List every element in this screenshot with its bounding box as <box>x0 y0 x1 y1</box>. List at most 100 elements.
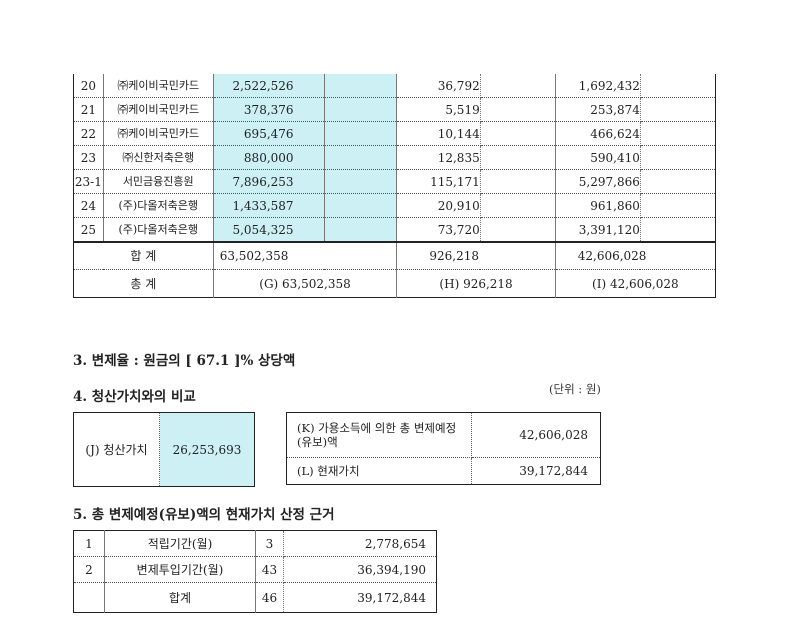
total-amount: 5,297,866 <box>555 169 641 194</box>
empty-cell <box>640 169 716 194</box>
empty-cell <box>480 193 556 218</box>
total-amount: 253,874 <box>555 97 641 122</box>
sum-total: 42,606,028 <box>555 241 716 270</box>
basis-amount: 36,394,190 <box>283 556 437 583</box>
row-number: 24 <box>73 193 104 218</box>
liquidation-value-table: (J) 청산가치 26,253,693 <box>73 412 255 487</box>
empty-cell <box>640 193 716 218</box>
total-h: (H) 926,218 <box>396 269 556 298</box>
unit-label: (단위 : 원) <box>549 382 601 396</box>
total-label: 총 계 <box>73 269 214 298</box>
principal-amount: 1,433,587 <box>213 193 325 218</box>
empty-cell <box>324 145 398 170</box>
creditor-name: (주)다올저축은행 <box>103 193 214 218</box>
creditor-name: ㈜신한저축은행 <box>103 145 214 170</box>
creditor-name: ㈜케이비국민카드 <box>103 97 214 122</box>
k-value: 42,606,028 <box>471 412 601 458</box>
total-amount: 466,624 <box>555 121 641 146</box>
table-row: 1 적립기간(월) 3 2,778,654 <box>73 530 437 557</box>
monthly-amount: 73,720 <box>396 217 481 243</box>
principal-amount: 880,000 <box>213 145 325 170</box>
basis-item: 합계 <box>104 582 256 613</box>
empty-cell <box>640 74 716 98</box>
empty-cell <box>640 217 716 243</box>
empty-cell <box>324 74 398 98</box>
total-amount: 3,391,120 <box>555 217 641 243</box>
row-number: 25 <box>73 217 104 243</box>
empty-cell <box>480 97 556 122</box>
basis-number: 2 <box>73 556 105 583</box>
k-label: (K) 가용소득에 의한 총 변제예정(유보)액 <box>286 412 472 458</box>
empty-cell <box>480 145 556 170</box>
basis-amount: 39,172,844 <box>357 590 426 605</box>
empty-cell <box>480 169 556 194</box>
present-value-basis-table: 1 적립기간(월) 3 2,778,654 2 변제투입기간(월) 43 36,394,190… <box>73 530 437 613</box>
total-amount: 590,410 <box>555 145 641 170</box>
sum-principal: 63,502,358 <box>213 241 398 270</box>
monthly-amount: 115,171 <box>396 169 481 194</box>
basis-amount: 2,778,654 <box>283 530 437 557</box>
empty-cell <box>324 121 398 146</box>
empty-cell <box>640 97 716 122</box>
sum-monthly: 926,218 <box>396 241 556 270</box>
basis-number: 1 <box>73 530 105 557</box>
table-row: 25 (주)다올저축은행 5,054,325 73,720 3,391,120 <box>73 217 716 243</box>
empty-cell <box>640 121 716 146</box>
empty-cell <box>480 121 556 146</box>
monthly-amount: 12,835 <box>396 145 481 170</box>
total-g: (G) 63,502,358 <box>213 269 398 298</box>
repayment-table: 20 ㈜케이비국민카드 2,522,526 36,792 1,692,432 21 ㈜케이비… <box>73 74 716 298</box>
empty-cell <box>480 74 556 98</box>
sum-row: 합 계 63,502,358 926,218 42,606,028 <box>73 241 716 270</box>
grand-total-row: 총 계 (G) 63,502,358 (H) 926,218 (I) 42,606,0… <box>73 269 716 298</box>
row-number: 23-1 <box>73 169 104 194</box>
basis-item: 적립기간(월) <box>104 530 256 557</box>
basis-item: 변제투입기간(월) <box>104 556 256 583</box>
creditor-name: ㈜케이비국민카드 <box>103 74 214 98</box>
empty-cell <box>480 217 556 243</box>
principal-amount: 7,896,253 <box>213 169 325 194</box>
empty-cell <box>324 217 398 243</box>
l-value: 39,172,844 <box>519 464 588 478</box>
comparison-table: (K) 가용소득에 의한 총 변제예정(유보)액 42,606,028 (L) … <box>286 412 601 485</box>
creditor-name: (주)다올저축은행 <box>103 217 214 243</box>
empty-cell <box>324 169 398 194</box>
liquidation-value: 26,253,693 <box>159 412 255 487</box>
principal-amount: 5,054,325 <box>213 217 325 243</box>
table-row: 21 ㈜케이비국민카드 378,376 5,519 253,874 <box>73 97 716 122</box>
section-3-title: 3. 변제율 : 원금의 [ 67.1 ]% 상당액 <box>73 353 296 369</box>
table-row: 20 ㈜케이비국민카드 2,522,526 36,792 1,692,432 <box>73 74 716 98</box>
empty-cell <box>640 145 716 170</box>
basis-months: 46 <box>255 582 284 613</box>
basis-months: 3 <box>255 530 284 557</box>
row-number: 20 <box>73 74 104 98</box>
monthly-amount: 5,519 <box>396 97 481 122</box>
monthly-amount: 20,910 <box>396 193 481 218</box>
row-number: 23 <box>73 145 104 170</box>
principal-amount: 2,522,526 <box>213 74 325 98</box>
row-number: 21 <box>73 97 104 122</box>
total-amount: 961,860 <box>555 193 641 218</box>
total-amount: 1,692,432 <box>555 74 641 98</box>
section-4-title: 4. 청산가치와의 비교 <box>73 389 196 405</box>
table-row: 22 ㈜케이비국민카드 695,476 10,144 466,624 <box>73 121 716 146</box>
table-row: 23 ㈜신한저축은행 880,000 12,835 590,410 <box>73 145 716 170</box>
principal-amount: 695,476 <box>213 121 325 146</box>
table-row: 23-1 서민금융진흥원 7,896,253 115,171 5,297,866 <box>73 169 716 194</box>
creditor-name: 서민금융진흥원 <box>103 169 214 194</box>
liquidation-label: (J) 청산가치 <box>73 412 160 487</box>
section-5-title: 5. 총 변제예정(유보)액의 현재가치 산정 근거 <box>73 507 335 523</box>
basis-months: 43 <box>255 556 284 583</box>
table-row: 합계 46 39,172,844 <box>73 582 437 613</box>
l-label: (L) 현재가치 <box>286 457 472 485</box>
empty-cell <box>324 97 398 122</box>
monthly-amount: 10,144 <box>396 121 481 146</box>
creditor-name: ㈜케이비국민카드 <box>103 121 214 146</box>
empty-cell <box>324 193 398 218</box>
monthly-amount: 36,792 <box>396 74 481 98</box>
row-number: 22 <box>73 121 104 146</box>
principal-amount: 378,376 <box>213 97 325 122</box>
table-row: 24 (주)다올저축은행 1,433,587 20,910 961,860 <box>73 193 716 218</box>
basis-number <box>73 582 105 613</box>
table-row: 2 변제투입기간(월) 43 36,394,190 <box>73 556 437 583</box>
